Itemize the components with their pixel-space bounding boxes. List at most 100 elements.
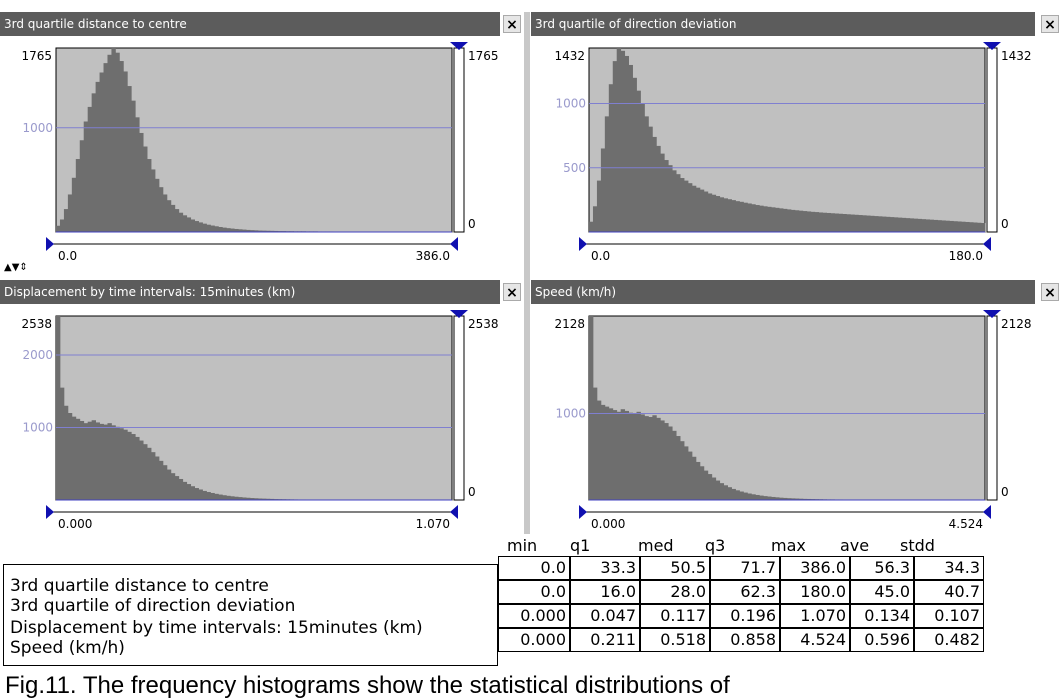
histogram-bar xyxy=(644,416,648,500)
histogram-bar xyxy=(96,82,100,232)
histogram-bar xyxy=(127,432,131,500)
histogram-bar xyxy=(171,205,175,232)
y-max-label-right: 1432 xyxy=(1001,49,1032,63)
histogram-bar xyxy=(767,207,771,232)
y-max-label: 1765 xyxy=(21,49,52,63)
histogram-bar xyxy=(56,226,60,232)
grid-label: 2000 xyxy=(22,348,53,362)
histogram-bar xyxy=(76,419,80,500)
x-min-label: 0.0 xyxy=(58,249,77,263)
histogram-bar xyxy=(716,481,720,500)
grid-label: 1000 xyxy=(555,97,586,111)
histogram-bar xyxy=(700,466,704,500)
close-icon[interactable]: × xyxy=(503,283,521,301)
histogram-bar xyxy=(230,229,234,232)
splitter-arrows-icon[interactable]: ▲▼⇕ xyxy=(4,263,28,273)
range-slider-track xyxy=(454,316,464,500)
histogram-bar xyxy=(803,211,807,232)
histogram-bar xyxy=(80,421,84,500)
range-slider-track xyxy=(987,48,997,232)
histogram-bar xyxy=(605,407,609,500)
x-min-handle-icon xyxy=(46,237,54,251)
panel-title: 3rd quartile distance to centre xyxy=(0,12,500,36)
vertical-splitter[interactable] xyxy=(524,12,530,534)
histogram-bar xyxy=(838,214,842,232)
x-min-label: 0.000 xyxy=(591,517,625,531)
histogram-bar xyxy=(712,195,716,232)
x-max-label: 1.070 xyxy=(416,517,450,531)
histogram-bar xyxy=(763,206,767,232)
histogram-bar xyxy=(104,425,108,500)
stats-column-header: med xyxy=(638,536,674,555)
histogram-bar xyxy=(835,214,839,233)
histogram-bar xyxy=(617,412,621,500)
histogram-bar xyxy=(945,221,949,232)
y-max-label-right: 2538 xyxy=(468,317,499,331)
histogram-bar xyxy=(159,187,163,232)
stats-column-header: min xyxy=(507,536,537,555)
histogram-bar xyxy=(195,221,199,232)
slider-handle-top-icon xyxy=(450,310,468,318)
y-max-label-right: 1765 xyxy=(468,49,499,63)
histogram-bar xyxy=(131,434,135,500)
x-min-label: 0.000 xyxy=(58,517,92,531)
stats-cell: 34.3 xyxy=(914,556,984,580)
close-icon[interactable]: × xyxy=(1041,283,1059,301)
histogram-bar xyxy=(135,437,139,500)
histogram-bar xyxy=(692,186,696,232)
stats-row-label: Displacement by time intervals: 15minute… xyxy=(10,619,423,637)
histogram-bar xyxy=(732,200,736,232)
y-min-label-right: 0 xyxy=(468,217,476,231)
histogram-bar xyxy=(747,494,751,500)
histogram-bar xyxy=(680,178,684,232)
histogram-bar xyxy=(787,209,791,232)
histogram-bar xyxy=(712,478,716,500)
slider-handle-top-icon xyxy=(450,42,468,50)
histogram-bar xyxy=(60,388,64,500)
histogram-bar xyxy=(226,228,230,232)
histogram-bar xyxy=(151,452,155,500)
histogram-bar xyxy=(922,219,926,232)
histogram-bar xyxy=(159,461,163,500)
histogram-bar xyxy=(203,491,207,500)
close-icon[interactable]: × xyxy=(1041,15,1059,33)
x-min-handle-icon xyxy=(46,505,54,519)
histogram-bar xyxy=(84,423,88,500)
histogram-bar xyxy=(795,210,799,232)
histogram-bar xyxy=(914,219,918,232)
stats-cell: 386.0 xyxy=(780,556,850,580)
histogram-bar xyxy=(629,65,633,232)
close-icon[interactable]: × xyxy=(503,15,521,33)
stats-cell: 56.3 xyxy=(850,556,914,580)
histogram-bar xyxy=(680,441,684,500)
histogram-bar xyxy=(119,61,123,232)
histogram-bar xyxy=(119,428,123,500)
histogram-bar xyxy=(759,496,763,500)
histogram-bar xyxy=(191,486,195,500)
slider-handle-top-icon xyxy=(983,310,1001,318)
stats-cell: 0.134 xyxy=(850,604,914,628)
histogram-bar xyxy=(660,154,664,232)
grid-label: 1000 xyxy=(22,421,53,435)
histogram-bar xyxy=(739,202,743,232)
stats-column-header: ave xyxy=(840,536,869,555)
histogram-bar xyxy=(827,213,831,232)
histogram-bar xyxy=(949,221,953,232)
histogram-bar xyxy=(597,401,601,500)
histogram-bar xyxy=(143,147,147,232)
range-slider-track xyxy=(454,48,464,232)
histogram-bar xyxy=(807,211,811,232)
histogram-bar xyxy=(123,71,127,232)
histogram-bar xyxy=(811,212,815,232)
histogram-bar xyxy=(751,204,755,232)
histogram-bar xyxy=(640,414,644,500)
histogram-bar xyxy=(601,405,605,500)
histogram-bar xyxy=(56,316,60,500)
histogram-bar xyxy=(850,215,854,232)
histogram-bar xyxy=(92,93,96,232)
histogram-bar xyxy=(139,133,143,232)
histogram-bar xyxy=(736,490,740,500)
